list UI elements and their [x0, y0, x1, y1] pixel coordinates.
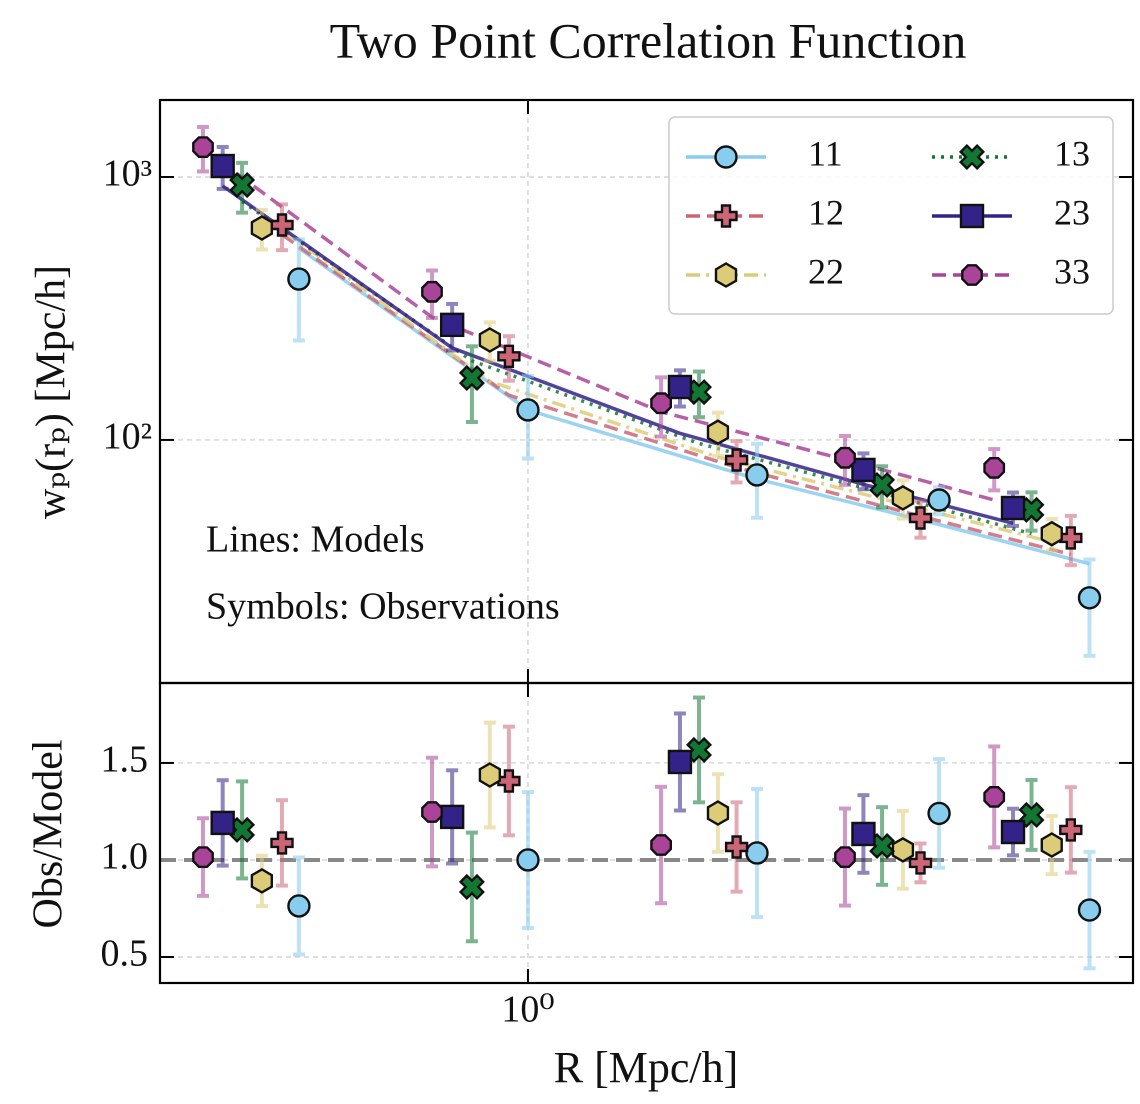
legend-marker [959, 144, 985, 170]
marker [458, 873, 485, 901]
annotation: Symbols: Observations [206, 586, 560, 628]
marker [229, 816, 256, 843]
legend-label: 11 [808, 133, 843, 173]
marker [706, 800, 730, 826]
marker [210, 153, 235, 179]
marker [667, 374, 693, 400]
legend-label: 12 [808, 192, 844, 232]
marker [1059, 818, 1083, 842]
marker [287, 267, 311, 291]
marker [287, 894, 311, 918]
marker [745, 463, 769, 487]
marker [908, 506, 933, 530]
marker [439, 804, 465, 830]
marker [686, 736, 712, 764]
annotation: Lines: Models [206, 519, 424, 561]
y-axis-label: Obs/Model [26, 740, 72, 929]
marker [1077, 586, 1102, 610]
marker [192, 136, 214, 159]
marker [1040, 520, 1063, 547]
legend-marker [961, 264, 983, 286]
marker [1040, 832, 1063, 858]
marker [270, 831, 294, 855]
marker [869, 472, 896, 498]
marker [1018, 496, 1045, 523]
marker [983, 786, 1006, 808]
legend-frame [668, 116, 1114, 315]
marker [834, 446, 856, 469]
marker [439, 312, 465, 338]
legend-marker [714, 204, 738, 228]
marker [210, 810, 235, 836]
marker [1018, 801, 1045, 829]
chart-title: Two Point Correlation Function [330, 12, 967, 68]
y-tick-label: 1.0 [101, 836, 149, 878]
x-tick-label: 10⁰ [501, 989, 554, 1031]
marker [983, 457, 1006, 479]
y-axis-label: wₚ(rₚ) [Mpc/h] [29, 265, 75, 519]
marker [192, 846, 214, 868]
legend-marker [959, 203, 985, 229]
marker [497, 769, 521, 793]
marker [851, 821, 876, 847]
marker [229, 171, 256, 199]
marker [516, 398, 540, 422]
marker [851, 457, 876, 483]
plot-frame [158, 681, 1135, 985]
marker [834, 846, 856, 868]
marker [724, 835, 749, 859]
marker [650, 392, 672, 415]
legend-label: 13 [1054, 133, 1090, 173]
y-tick-label: 10² [103, 416, 152, 458]
marker [516, 848, 540, 872]
marker [1059, 526, 1083, 550]
marker [1000, 495, 1026, 521]
legend-label: 23 [1054, 192, 1090, 232]
marker [891, 837, 915, 863]
marker [497, 344, 521, 368]
marker [421, 801, 443, 823]
legend-marker [714, 145, 738, 169]
marker [1000, 819, 1026, 845]
marker [686, 379, 712, 406]
marker [250, 868, 273, 894]
marker [706, 419, 730, 446]
marker [478, 327, 501, 353]
marker [421, 280, 443, 303]
y-tick-label: 10³ [103, 153, 152, 195]
marker [927, 488, 951, 512]
marker [908, 851, 933, 875]
marker [478, 762, 501, 788]
marker [458, 365, 485, 391]
legend-label: 22 [808, 251, 844, 291]
legend-marker [714, 262, 738, 288]
marker [745, 841, 769, 865]
marker [250, 215, 273, 241]
marker [927, 801, 951, 826]
y-tick-label: 1.5 [101, 739, 149, 781]
marker [650, 834, 672, 856]
marker [1077, 898, 1102, 922]
marker [891, 485, 915, 511]
y-tick-label: 0.5 [101, 933, 149, 975]
x-axis-label: R [Mpc/h] [554, 1043, 739, 1092]
legend-label: 33 [1054, 251, 1090, 291]
marker [869, 833, 896, 859]
marker [724, 448, 749, 472]
marker [667, 749, 693, 775]
